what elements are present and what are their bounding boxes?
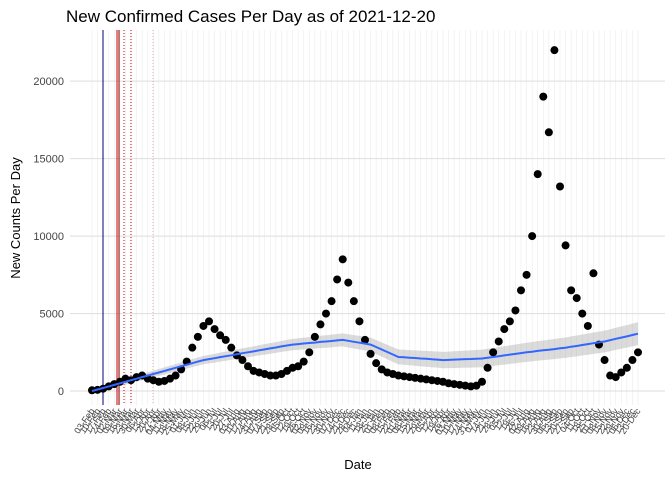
point — [372, 359, 381, 368]
y-tick-label: 5000 — [40, 309, 64, 321]
point — [522, 270, 531, 279]
point — [294, 362, 303, 371]
point — [483, 363, 492, 372]
point — [322, 309, 330, 318]
point — [478, 377, 486, 386]
point — [216, 331, 225, 340]
point — [238, 356, 247, 365]
point — [316, 320, 325, 329]
point — [489, 348, 498, 357]
point — [561, 241, 570, 250]
point — [539, 92, 548, 101]
point — [567, 286, 576, 295]
point — [472, 381, 481, 390]
point — [299, 357, 308, 366]
point — [578, 309, 587, 318]
point — [361, 335, 369, 344]
point — [266, 371, 275, 380]
point — [338, 255, 347, 264]
point — [517, 286, 525, 295]
point — [494, 337, 503, 346]
y-tick-label: 15000 — [33, 154, 64, 166]
confidence-band — [92, 322, 638, 394]
point — [622, 363, 631, 372]
point — [355, 317, 364, 326]
point — [611, 373, 620, 382]
smooth-line — [91, 332, 639, 393]
x-axis-label: Date — [344, 457, 371, 472]
point — [333, 275, 342, 284]
point — [550, 46, 559, 55]
point — [227, 343, 236, 352]
point — [244, 362, 252, 371]
point — [505, 317, 514, 326]
point — [221, 335, 230, 344]
point — [628, 356, 637, 365]
point — [511, 306, 520, 315]
point — [556, 182, 564, 191]
point — [617, 368, 626, 377]
point — [188, 343, 197, 352]
point — [366, 349, 375, 358]
y-tick-label: 10000 — [33, 231, 64, 243]
point — [500, 325, 509, 334]
point — [205, 317, 213, 326]
point — [583, 321, 592, 330]
y-axis-label: New Counts Per Day — [8, 157, 23, 279]
point — [344, 278, 353, 287]
point — [199, 321, 208, 330]
point — [634, 348, 642, 357]
y-tick-label: 20000 — [33, 76, 64, 88]
point — [171, 371, 180, 380]
point — [572, 294, 581, 303]
point — [349, 297, 358, 306]
point — [327, 297, 336, 306]
point — [533, 170, 542, 179]
point — [210, 325, 219, 334]
point — [589, 269, 598, 278]
point — [193, 332, 202, 341]
point — [305, 348, 314, 357]
point — [544, 128, 553, 137]
y-tick-label: 0 — [58, 386, 64, 398]
reference-lines — [102, 30, 154, 405]
point — [310, 332, 319, 341]
chart-title: New Confirmed Cases Per Day as of 2021-1… — [66, 7, 435, 26]
point — [528, 232, 537, 241]
point — [600, 356, 609, 365]
